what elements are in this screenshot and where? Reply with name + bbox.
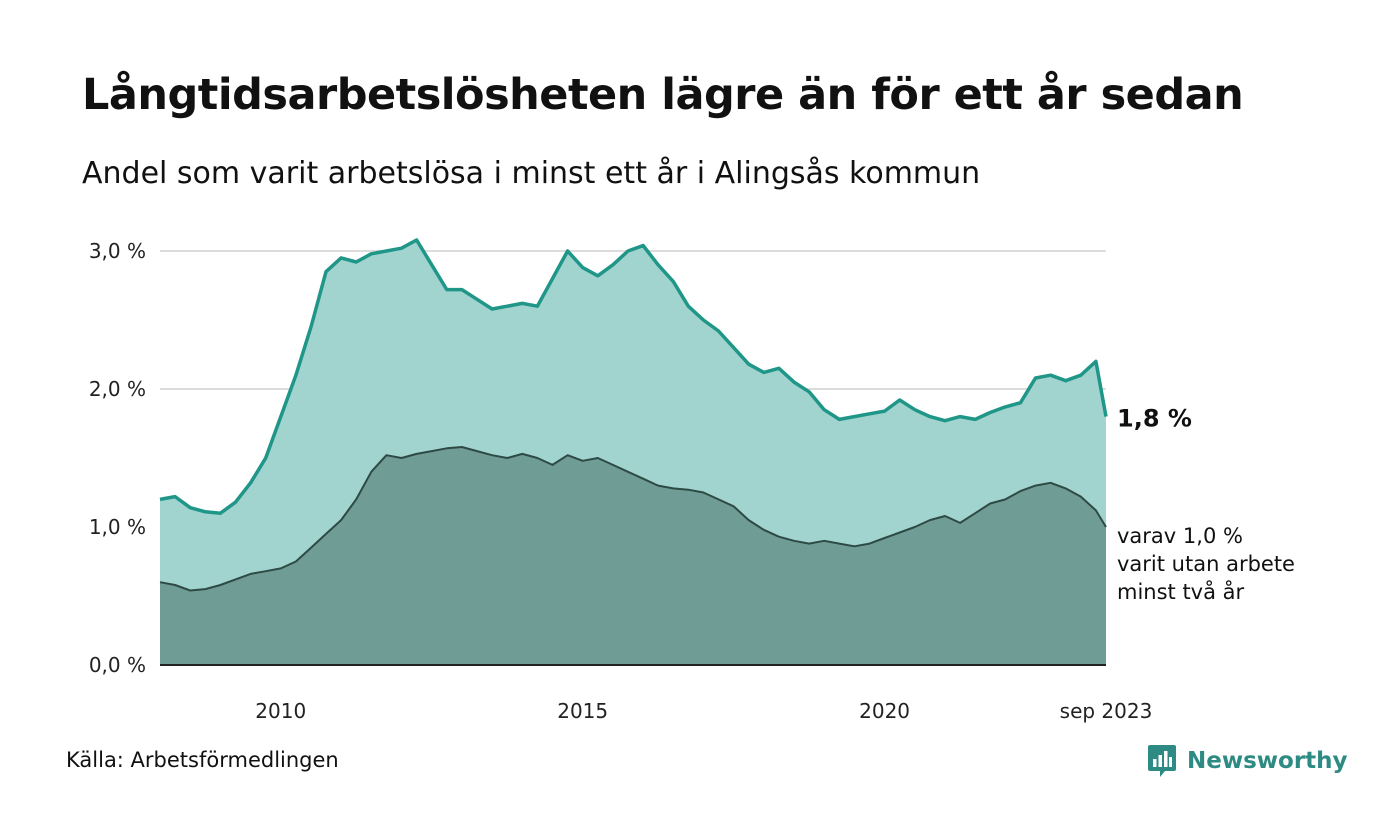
brand-name: Newsworthy: [1187, 748, 1348, 774]
newsworthy-logo-icon: [1148, 745, 1176, 777]
x-axis-ticks: 2010 2015 2020 sep 2023: [255, 699, 1152, 723]
line-min-ett-ar: [159, 238, 1108, 515]
x-tick-label-2: 2020: [859, 699, 910, 723]
x-tick-label-1: 2015: [557, 699, 608, 723]
x-tick-label-3: sep 2023: [1060, 699, 1153, 723]
area-min-tva-ar: [160, 447, 1106, 665]
x-tick-label-0: 2010: [255, 699, 306, 723]
line-min-tva-ar: [159, 446, 1107, 592]
sub-series-label-line-3: minst två år: [1117, 579, 1245, 604]
chart-title: Långtidsarbetslösheten lägre än för ett …: [82, 70, 1244, 120]
y-axis-ticks: 0,0 % 1,0 % 2,0 % 3,0 %: [89, 239, 146, 677]
y-tick-label-0: 0,0 %: [89, 653, 146, 677]
y-tick-label-3: 3,0 %: [89, 239, 146, 263]
source-note: Källa: Arbetsförmedlingen: [66, 748, 339, 772]
brand-logo[interactable]: Newsworthy: [1147, 744, 1348, 778]
sub-series-label-line-2: varit utan arbete: [1117, 552, 1295, 576]
chart-subtitle: Andel som varit arbetslösa i minst ett å…: [82, 156, 981, 191]
y-tick-label-2: 2,0 %: [89, 377, 146, 401]
sub-series-label-line-1: varav 1,0 %: [1117, 524, 1243, 548]
y-tick-label-1: 1,0 %: [89, 515, 146, 539]
latest-value-label: 1,8 %: [1117, 405, 1192, 433]
